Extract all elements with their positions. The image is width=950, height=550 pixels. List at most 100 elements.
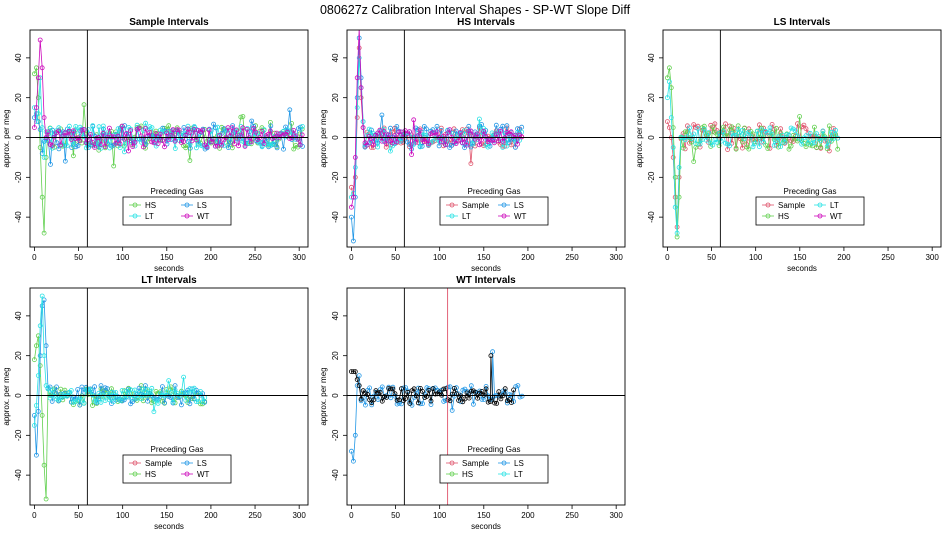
data-point bbox=[350, 194, 356, 200]
data-point bbox=[676, 164, 682, 170]
data-point bbox=[142, 383, 148, 389]
data-point bbox=[485, 399, 491, 405]
y-tick-label: 0 bbox=[331, 393, 340, 398]
data-point bbox=[511, 387, 516, 393]
data-point bbox=[39, 194, 45, 200]
legend-title: Preceding Gas bbox=[151, 445, 204, 454]
data-point bbox=[788, 143, 794, 149]
data-point bbox=[34, 343, 39, 349]
data-point bbox=[445, 130, 451, 136]
y-tick-label: -20 bbox=[331, 171, 340, 183]
legend-label: LT bbox=[830, 201, 839, 210]
legend-entry: HS bbox=[446, 470, 473, 479]
legend-label: LS bbox=[514, 459, 524, 468]
data-point bbox=[746, 129, 752, 135]
data-point bbox=[674, 230, 680, 236]
data-point bbox=[113, 390, 119, 395]
data-point bbox=[430, 138, 436, 144]
data-point bbox=[508, 129, 514, 135]
data-point bbox=[820, 128, 826, 134]
data-point bbox=[39, 65, 45, 71]
data-point bbox=[483, 383, 489, 389]
data-point bbox=[665, 75, 670, 81]
data-point bbox=[98, 141, 104, 147]
data-point bbox=[362, 402, 368, 408]
data-point bbox=[689, 139, 694, 145]
data-point bbox=[390, 140, 395, 146]
data-point bbox=[483, 134, 489, 139]
data-point bbox=[253, 129, 259, 135]
data-point bbox=[155, 400, 161, 406]
data-point bbox=[193, 399, 199, 405]
plot-frame bbox=[346, 29, 626, 248]
y-axis-label: approx. per meg bbox=[635, 109, 644, 167]
data-point bbox=[451, 385, 457, 391]
data-point bbox=[423, 126, 429, 132]
legend-entry: WT bbox=[498, 212, 527, 221]
data-point bbox=[691, 159, 697, 165]
data-point bbox=[138, 396, 144, 402]
legend-label: LT bbox=[514, 470, 523, 479]
data-point bbox=[54, 140, 60, 146]
series-wt bbox=[32, 37, 305, 154]
data-point bbox=[130, 136, 136, 142]
data-point bbox=[54, 384, 59, 390]
data-point bbox=[814, 131, 819, 137]
data-point bbox=[348, 204, 354, 210]
data-point bbox=[299, 124, 305, 129]
legend-label: Sample bbox=[462, 459, 490, 468]
data-point bbox=[35, 75, 41, 81]
legend-marker bbox=[765, 213, 771, 219]
legend-marker bbox=[501, 471, 507, 477]
data-point bbox=[281, 146, 286, 152]
panel-title: HS Intervals bbox=[457, 17, 515, 28]
data-point bbox=[261, 141, 267, 147]
x-tick-label: 100 bbox=[116, 511, 130, 520]
data-point bbox=[168, 389, 174, 395]
figure-title: 080627z Calibration Interval Shapes - SP… bbox=[320, 3, 631, 17]
data-point bbox=[56, 146, 62, 152]
data-point bbox=[32, 422, 37, 428]
data-point bbox=[479, 396, 485, 402]
data-point bbox=[96, 124, 102, 130]
data-point bbox=[432, 391, 438, 397]
data-point bbox=[786, 146, 792, 152]
x-axis-label: seconds bbox=[471, 264, 501, 273]
y-tick-label: 20 bbox=[647, 93, 656, 102]
data-point bbox=[132, 387, 138, 393]
data-point bbox=[718, 138, 724, 144]
data-point bbox=[519, 134, 525, 140]
data-point bbox=[447, 127, 453, 133]
legend-entry: Sample bbox=[762, 201, 806, 210]
data-point bbox=[34, 119, 39, 124]
plot-frame bbox=[29, 287, 309, 506]
data-point bbox=[388, 386, 394, 392]
y-tick-label: 0 bbox=[14, 393, 23, 398]
data-point bbox=[377, 389, 383, 395]
data-point bbox=[81, 134, 87, 140]
legend-label: Sample bbox=[462, 201, 490, 210]
data-point bbox=[37, 37, 43, 43]
data-point bbox=[470, 140, 476, 145]
data-point bbox=[41, 154, 47, 160]
x-tick-label: 300 bbox=[292, 253, 306, 262]
data-point bbox=[498, 128, 504, 134]
data-point bbox=[468, 388, 474, 394]
data-point bbox=[459, 140, 465, 146]
data-point bbox=[826, 139, 832, 145]
data-point bbox=[379, 384, 385, 390]
data-point bbox=[809, 143, 815, 149]
data-point bbox=[32, 125, 37, 130]
data-point bbox=[464, 390, 470, 396]
data-point bbox=[492, 400, 498, 406]
data-point bbox=[71, 128, 76, 134]
x-tick-label: 300 bbox=[292, 511, 306, 520]
data-point bbox=[248, 139, 254, 145]
y-tick-label: 20 bbox=[14, 351, 23, 360]
data-point bbox=[73, 136, 78, 142]
data-point bbox=[750, 144, 756, 150]
data-point bbox=[769, 131, 775, 137]
